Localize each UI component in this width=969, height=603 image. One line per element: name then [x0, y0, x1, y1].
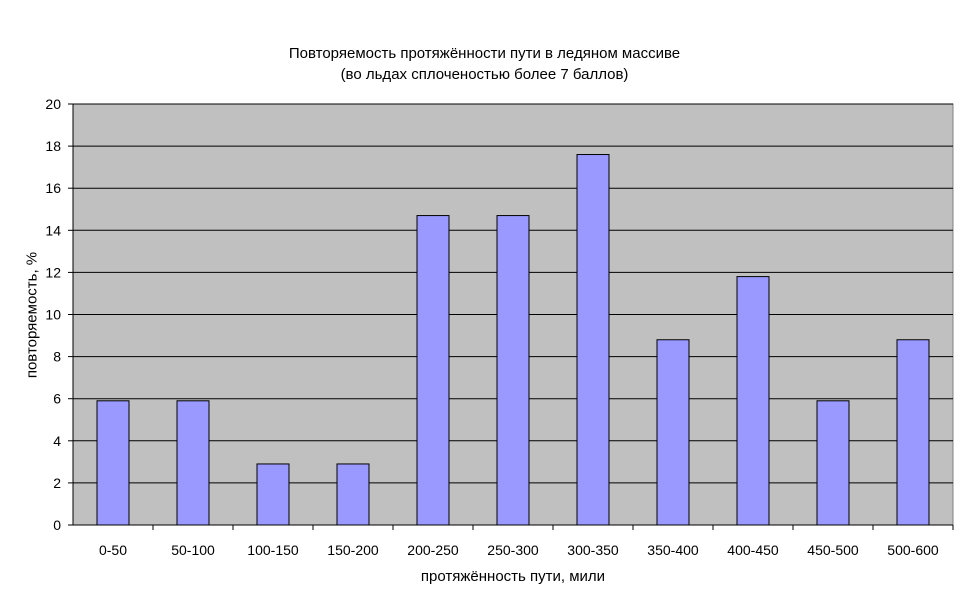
bar — [336, 463, 370, 526]
x-tick-label: 0-50 — [99, 542, 127, 558]
y-tick-label: 16 — [45, 180, 61, 196]
bar — [176, 400, 210, 526]
x-tick-label: 250-300 — [487, 542, 539, 558]
bar — [736, 276, 770, 526]
x-tick-label: 100-150 — [247, 542, 299, 558]
chart-title: Повторяемость протяжённости пути в ледян… — [288, 45, 681, 62]
y-tick-label: 2 — [53, 475, 61, 491]
y-tick-label: 8 — [53, 349, 61, 365]
bar — [496, 215, 530, 526]
x-tick-label: 350-400 — [647, 542, 699, 558]
y-tick-label: 0 — [53, 517, 61, 533]
x-tick-label: 300-350 — [567, 542, 619, 558]
bar — [416, 215, 450, 526]
bar — [816, 400, 850, 526]
x-tick-label: 450-500 — [807, 542, 859, 558]
bar — [256, 463, 290, 526]
y-tick-label: 6 — [53, 391, 61, 407]
y-tick-label: 20 — [45, 96, 61, 112]
x-tick-label: 500-600 — [887, 542, 939, 558]
y-tick-label: 14 — [45, 222, 61, 238]
x-tick-label: 400-450 — [727, 542, 779, 558]
bar — [576, 154, 610, 526]
bar — [656, 339, 690, 526]
bar — [896, 339, 930, 526]
x-tick-label: 200-250 — [407, 542, 459, 558]
x-axis-label: протяжённость пути, мили — [420, 568, 606, 585]
x-tick-label: 50-100 — [171, 542, 215, 558]
y-tick-label: 12 — [45, 264, 61, 280]
y-tick-label: 18 — [45, 138, 61, 154]
bar — [96, 400, 130, 526]
y-tick-label: 10 — [45, 307, 61, 323]
y-tick-label: 4 — [53, 433, 61, 449]
chart-subtitle: (во льдах сплоченостью более 7 баллов) — [340, 66, 629, 83]
x-tick-label: 150-200 — [327, 542, 379, 558]
